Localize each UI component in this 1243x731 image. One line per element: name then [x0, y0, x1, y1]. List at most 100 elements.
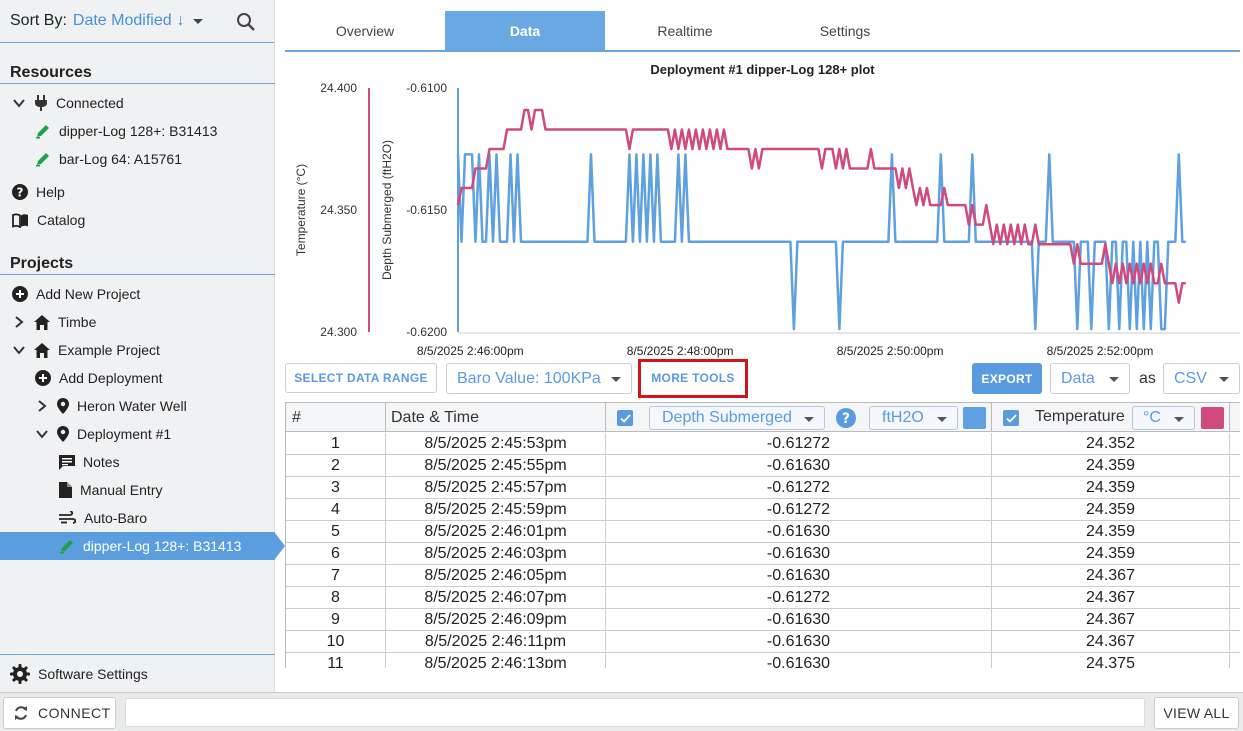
highlight-box [638, 359, 748, 398]
temperature-tick-label: 24.350 [320, 203, 357, 217]
tab-data[interactable]: Data [445, 11, 605, 50]
add-new-project-button[interactable]: Add New Project [12, 280, 140, 308]
baro-value-select[interactable]: Baro Value: 100KPa [446, 363, 632, 394]
software-settings-button[interactable]: Software Settings [0, 654, 275, 692]
sort-direction-icon[interactable]: ↓ [176, 12, 185, 29]
table-row[interactable]: 3 8/5/2025 2:45:57pm -0.61272 24.359 [286, 477, 1240, 499]
deployment-auto-baro[interactable]: Auto-Baro [59, 504, 147, 532]
depth-checkbox[interactable] [617, 410, 633, 426]
table-row[interactable]: 8 8/5/2025 2:46:07pm -0.61272 24.367 [286, 587, 1240, 609]
deployment-heron-water-well[interactable]: Heron Water Well [35, 392, 187, 420]
pencil-icon [36, 125, 49, 139]
temperature-unit-select[interactable]: °C [1132, 406, 1195, 430]
cell-depth: -0.61630 [606, 653, 992, 668]
table-row[interactable]: 2 8/5/2025 2:45:55pm -0.61630 24.359 [286, 455, 1240, 477]
data-table[interactable]: # Date & Time Depth Submerged ? ftH2O Te… [285, 402, 1240, 668]
projects-heading: Projects [0, 249, 275, 275]
deployment-dipper-log-selected[interactable]: dipper-Log 128+: B31413 [0, 532, 275, 560]
export-button[interactable]: EXPORT [972, 363, 1042, 394]
resource-label: bar-Log 64: A15761 [59, 151, 182, 167]
selection-pointer [275, 533, 285, 559]
svg-text:?: ? [842, 411, 850, 427]
cell-depth: -0.61272 [606, 587, 992, 609]
tab-bar: Overview Data Realtime Settings [285, 11, 1240, 52]
tab-realtime[interactable]: Realtime [657, 22, 713, 39]
temperature-color-swatch[interactable] [1201, 407, 1224, 429]
help-icon[interactable]: ? [836, 408, 856, 428]
chevron-down-icon[interactable] [192, 18, 203, 24]
temperature-label: Temperature [1035, 408, 1125, 425]
resource-bar-log[interactable]: bar-Log 64: A15761 [35, 145, 182, 173]
pencil-icon [60, 540, 73, 554]
chevron-right-icon[interactable] [35, 399, 49, 413]
chevron-down-icon[interactable] [12, 96, 26, 110]
table-row[interactable]: 11 8/5/2025 2:46:13pm -0.61630 24.375 [286, 653, 1240, 668]
project-label: Heron Water Well [77, 398, 187, 414]
depth-tick-label: -0.6200 [406, 325, 447, 339]
cell-depth: -0.61272 [606, 477, 992, 499]
command-field[interactable] [125, 698, 1145, 727]
data-plot[interactable]: Deployment #1 dipper-Log 128+ plot 24.40… [285, 58, 1243, 360]
add-deployment-button[interactable]: Add Deployment [35, 364, 163, 392]
bottom-bar: CONNECT VIEW ALL [0, 692, 1243, 731]
temperature-tick-label: 24.300 [320, 325, 357, 339]
depth-parameter-select[interactable]: Depth Submerged [649, 406, 825, 430]
project-label: Add New Project [36, 286, 141, 302]
select-data-range-button[interactable]: SELECT DATA RANGE [285, 363, 437, 393]
connect-button[interactable]: CONNECT [3, 697, 116, 729]
cell-depth: -0.61272 [606, 433, 992, 455]
cell-datetime: 8/5/2025 2:45:55pm [386, 455, 606, 477]
column-datetime: Date & Time [386, 403, 606, 432]
project-timbe[interactable]: Timbe [12, 308, 96, 336]
column-temperature: Temperature °C [992, 403, 1230, 432]
cell-index: 11 [286, 653, 386, 668]
deployment-manual-entry[interactable]: Manual Entry [59, 476, 162, 504]
resource-connected[interactable]: Connected [12, 89, 124, 117]
table-row[interactable]: 4 8/5/2025 2:45:59pm -0.61272 24.359 [286, 499, 1240, 521]
table-row[interactable]: 10 8/5/2025 2:46:11pm -0.61630 24.367 [286, 631, 1240, 653]
check-icon [1005, 413, 1017, 423]
temperature-tick-label: 24.400 [320, 81, 357, 95]
cell-datetime: 8/5/2025 2:45:57pm [386, 477, 606, 499]
chevron-down-icon[interactable] [35, 427, 49, 441]
cell-index: 4 [286, 499, 386, 521]
sort-bar[interactable]: Sort By: Date Modified ↓ [0, 0, 274, 43]
chevron-right-icon[interactable] [12, 315, 26, 329]
project-example[interactable]: Example Project [12, 336, 160, 364]
temperature-checkbox[interactable] [1003, 410, 1019, 426]
cell-depth: -0.61630 [606, 521, 992, 543]
depth-tick-label: -0.6150 [406, 203, 447, 217]
table-row[interactable]: 1 8/5/2025 2:45:53pm -0.61272 24.352 [286, 433, 1240, 455]
deployment-1[interactable]: Deployment #1 [35, 420, 171, 448]
chart-canvas[interactable]: 24.400 24.350 24.300 -0.6100 -0.6150 -0.6200 T… [285, 58, 1243, 360]
file-icon [59, 482, 72, 498]
export-format-select[interactable]: CSV [1163, 363, 1240, 394]
sort-value[interactable]: Date Modified [72, 12, 172, 29]
project-label: Example Project [58, 342, 160, 358]
notes-icon [59, 454, 75, 470]
table-row[interactable]: 7 8/5/2025 2:46:05pm -0.61630 24.367 [286, 565, 1240, 587]
depth-unit-select[interactable]: ftH2O [869, 406, 958, 430]
depth-color-swatch[interactable] [963, 407, 986, 429]
tab-overview[interactable]: Overview [335, 22, 395, 39]
search-icon[interactable] [236, 12, 256, 32]
more-tools-button[interactable]: MORE TOOLS [642, 363, 744, 393]
view-all-button[interactable]: VIEW ALL [1154, 697, 1239, 729]
export-format-label: CSV [1174, 369, 1207, 387]
deployment-notes[interactable]: Notes [59, 448, 120, 476]
tab-settings[interactable]: Settings [819, 22, 871, 39]
chevron-down-icon [1109, 377, 1119, 382]
table-row[interactable]: 9 8/5/2025 2:46:09pm -0.61630 24.367 [286, 609, 1240, 631]
refresh-icon [15, 706, 27, 720]
resource-dipper-log[interactable]: dipper-Log 128+: B31413 [35, 117, 217, 145]
resource-catalog[interactable]: Catalog [12, 206, 85, 234]
chevron-down-icon[interactable] [12, 343, 26, 357]
table-row[interactable]: 5 8/5/2025 2:46:01pm -0.61630 24.359 [286, 521, 1240, 543]
connect-label: CONNECT [38, 705, 111, 721]
resource-help[interactable]: ? Help [12, 178, 65, 206]
check-icon [619, 413, 631, 423]
table-row[interactable]: 6 8/5/2025 2:46:03pm -0.61630 24.359 [286, 543, 1240, 565]
export-type-select[interactable]: Data [1050, 363, 1130, 394]
cell-depth: -0.61630 [606, 455, 992, 477]
cell-datetime: 8/5/2025 2:46:07pm [386, 587, 606, 609]
